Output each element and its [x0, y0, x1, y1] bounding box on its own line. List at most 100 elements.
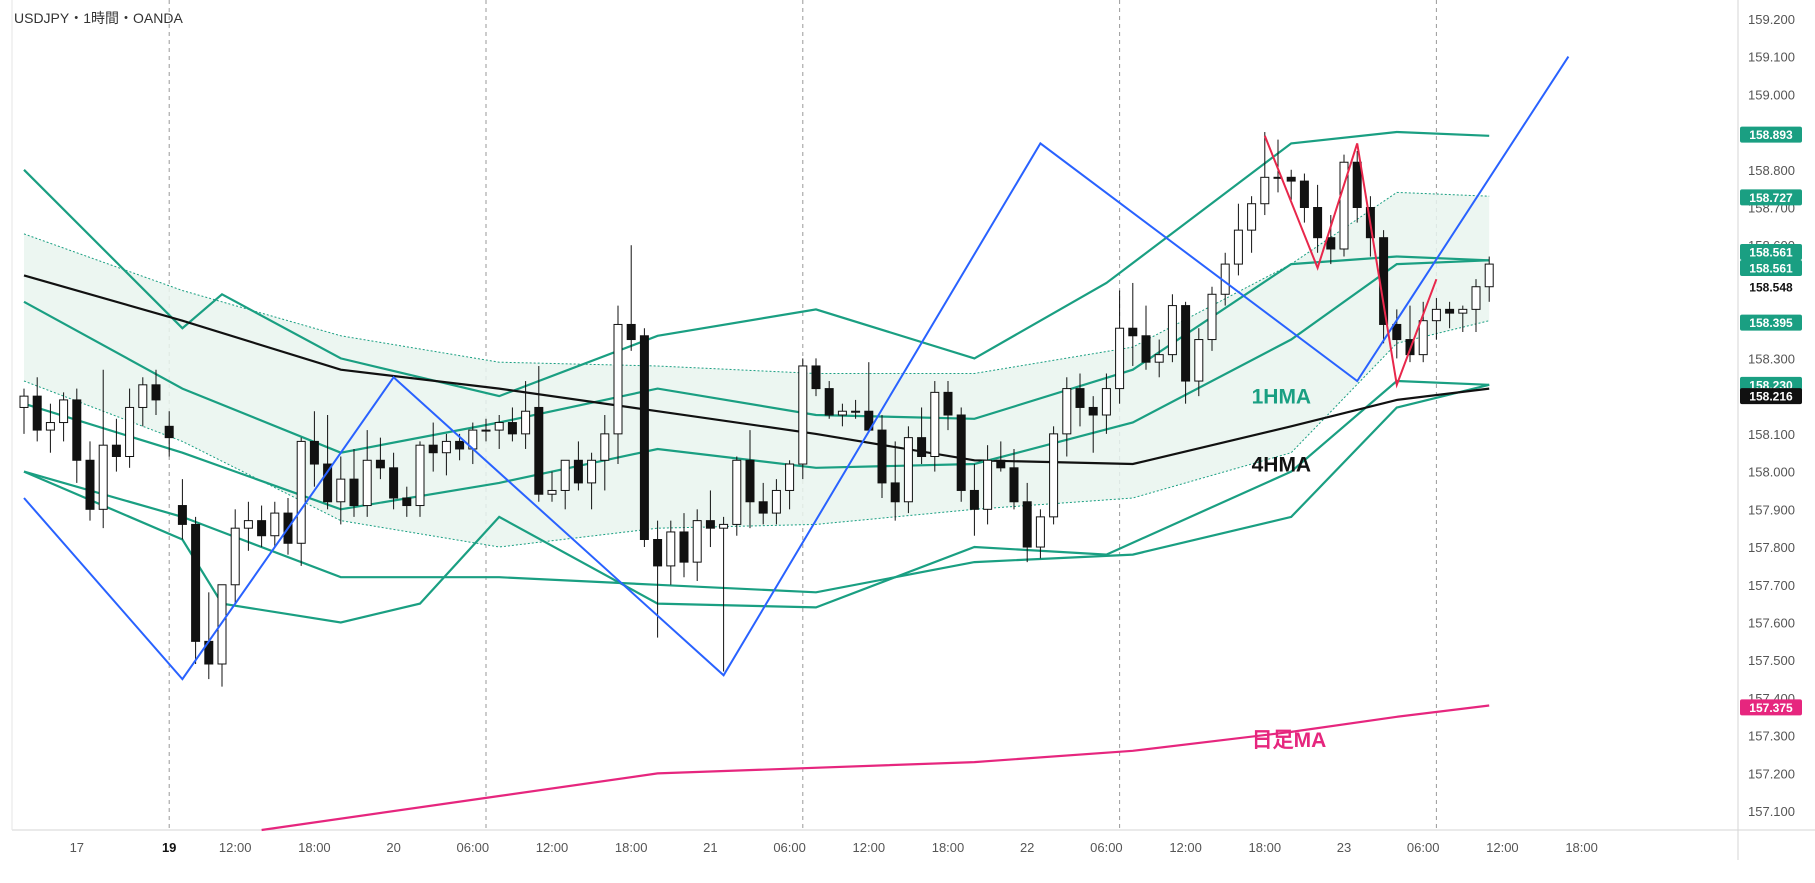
candle [719, 516, 729, 672]
candle-body [719, 523, 729, 529]
candle [692, 509, 702, 581]
price-axis: 157.100157.200157.300157.400157.500157.6… [1748, 12, 1795, 819]
time-tick-label: 12:00 [219, 840, 252, 855]
time-tick-label: 18:00 [1249, 840, 1282, 855]
candle-body [758, 501, 768, 514]
candle-body [1141, 335, 1151, 363]
candle [547, 471, 557, 502]
candle-body [653, 539, 663, 567]
candle [59, 392, 69, 442]
candle-body [481, 429, 491, 432]
candle [402, 486, 412, 517]
time-tick-label: 18:00 [1565, 840, 1598, 855]
price-badge-bg [1740, 278, 1802, 295]
candle [811, 358, 821, 397]
candle-body [587, 459, 597, 484]
indicator-label: 4HMA [1252, 454, 1312, 477]
candle [745, 430, 755, 529]
candle-body [1167, 305, 1177, 356]
candle-body [639, 335, 649, 541]
time-tick-label: 17 [70, 840, 84, 855]
candle [626, 245, 636, 351]
candle-body [455, 440, 465, 450]
candle [1022, 482, 1032, 563]
candle-body [1009, 467, 1019, 503]
candle-body [745, 459, 755, 503]
candle [1049, 426, 1059, 525]
candle [349, 448, 359, 517]
candle-body [191, 523, 201, 642]
time-tick-label: 18:00 [615, 840, 648, 855]
candle [1101, 373, 1111, 434]
price-tick-label: 157.200 [1748, 766, 1795, 781]
candle-body [956, 414, 966, 491]
candle-body [243, 520, 253, 529]
candle [323, 415, 333, 510]
price-badge-label: 157.375 [1749, 701, 1793, 715]
candle [1471, 279, 1481, 332]
candle [138, 377, 148, 427]
zigzag-red-line [1263, 135, 1438, 389]
candle-body [1101, 388, 1111, 416]
candle-body [613, 323, 623, 435]
candle [705, 490, 715, 548]
candle-body [917, 437, 927, 457]
candle [336, 456, 346, 525]
time-tick-label: 06:00 [1090, 840, 1123, 855]
candle [270, 501, 280, 548]
candle [1233, 203, 1243, 276]
price-tick-label: 158.100 [1748, 427, 1795, 442]
price-badge-label: 158.727 [1749, 191, 1793, 205]
time-tick-label: 06:00 [457, 840, 490, 855]
price-badge-bg [1740, 699, 1802, 716]
candle-body [151, 384, 161, 401]
candle [1141, 305, 1151, 370]
candle [1247, 196, 1257, 253]
candle [296, 437, 306, 566]
candle-body [1471, 286, 1481, 310]
candle [45, 403, 55, 453]
candle-body [138, 384, 148, 408]
candle-body [85, 459, 95, 510]
candle-body [811, 365, 821, 390]
candle-body [507, 422, 517, 435]
candle [956, 407, 966, 502]
candle-body [1260, 176, 1270, 205]
candle-body [1075, 388, 1085, 408]
candle-body [785, 463, 795, 491]
candle-body [257, 520, 267, 537]
candle [481, 418, 491, 442]
candle-body [309, 440, 319, 465]
time-tick-label: 21 [703, 840, 717, 855]
candle [613, 305, 623, 465]
candle-body [705, 520, 715, 529]
candle [375, 437, 385, 480]
time-tick-label: 12:00 [853, 840, 886, 855]
price-tick-label: 159.100 [1748, 50, 1795, 65]
candle [983, 445, 993, 525]
candle [560, 459, 570, 510]
candle [877, 415, 887, 498]
candle-body [969, 489, 979, 510]
candle [1260, 132, 1270, 216]
price-badge-bg [1740, 259, 1802, 276]
candle-body [1326, 237, 1336, 250]
candle [19, 388, 29, 434]
candle [441, 433, 451, 476]
candle [1207, 286, 1217, 351]
candle-body [1128, 327, 1138, 337]
candle-body [547, 489, 557, 495]
price-badge-bg [1740, 243, 1802, 260]
candle-body [600, 433, 610, 461]
candle-body [1339, 161, 1349, 250]
candle [415, 441, 425, 517]
price-tick-label: 157.500 [1748, 653, 1795, 668]
price-badge: 158.216 [1740, 388, 1802, 405]
price-badge-label: 158.395 [1749, 316, 1793, 330]
candle-body [349, 478, 359, 507]
price-badge-bg [1740, 189, 1802, 206]
candle-body [1207, 293, 1217, 341]
candle [639, 328, 649, 548]
candle-body [362, 459, 372, 507]
